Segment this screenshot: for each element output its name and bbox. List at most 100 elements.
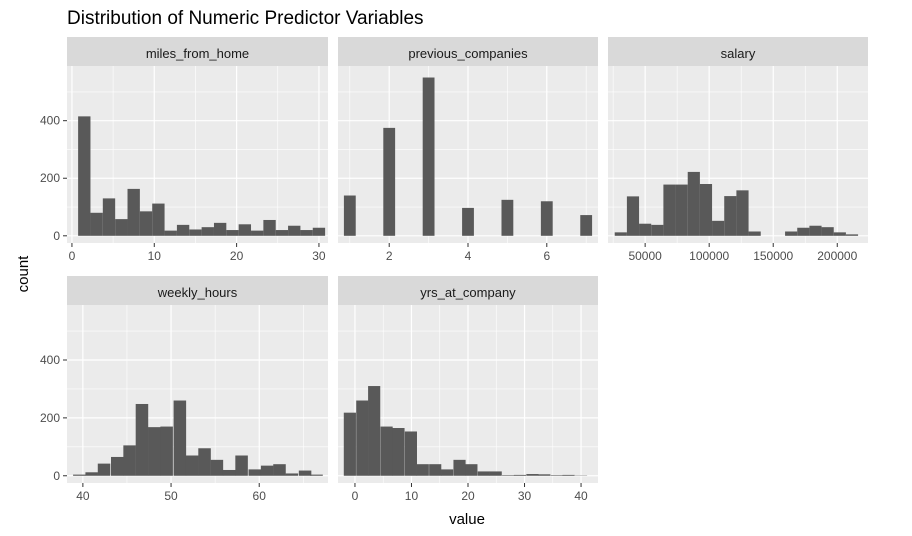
y-axis-title: count [15,255,32,293]
histogram-bar [526,474,539,476]
histogram-bar [310,474,323,476]
histogram-bar [164,230,177,236]
histogram-bar [288,225,301,236]
histogram-bar [441,469,454,476]
y-tick-label: 400 [40,353,60,367]
histogram-bar [477,471,490,476]
histogram-bar [489,471,502,476]
histogram-bar [173,400,187,476]
x-axis-title: value [449,511,485,528]
histogram-bar [123,445,136,476]
y-tick-label: 400 [40,114,60,128]
y-tick-label: 200 [40,411,60,425]
histogram-bar [248,469,262,476]
histogram-bar [213,222,227,236]
histogram-bar [90,212,103,236]
facet-panel-yrs-at-company: yrs_at_company 0 10 20 30 40 [338,276,598,503]
histogram-bar [300,230,313,236]
facet-strip [338,37,598,66]
histogram-bar [429,464,442,476]
histogram-bar [73,474,86,476]
histogram-bar [263,219,276,236]
y-tick-label: 200 [40,171,60,185]
y-tick-label: 0 [53,229,60,243]
facet-strip-label: salary [721,46,756,61]
histogram-bar [356,400,369,476]
histogram-bar [785,231,798,236]
histogram-bar [368,386,381,476]
x-tick-label: 20 [230,249,244,263]
histogram-bar [614,232,627,236]
facet-panel-weekly-hours: weekly_hours 40 50 60 0 200 400 [40,276,328,503]
histogram-bar [540,201,553,236]
histogram-bar [226,230,239,236]
histogram-bar [392,428,405,476]
facet-strip-label: previous_companies [408,46,528,61]
x-tick-label: 30 [312,249,326,263]
chart-title: Distribution of Numeric Predictor Variab… [67,8,424,29]
histogram-bar [97,463,111,476]
histogram-bar [809,225,822,236]
histogram-bar [78,116,91,236]
histogram-bar [275,230,289,236]
histogram-bar [538,474,551,476]
x-tick-label: 6 [543,249,550,263]
x-tick-label: 50 [164,489,178,503]
histogram-bar [845,234,859,236]
histogram-bar [343,412,356,476]
histogram-bar [465,464,478,476]
x-tick-label: 10 [148,249,162,263]
x-tick-label: 10 [405,489,419,503]
x-tick-label: 20 [461,489,475,503]
histogram-bar [110,456,124,476]
histogram-bar [127,188,140,236]
facet-panel-miles-from-home: miles_from_home 0 10 20 30 0 200 400 [40,37,328,263]
histogram-bar [513,474,527,476]
histogram-bar [189,229,202,236]
x-tick-label: 0 [352,489,359,503]
histogram-bar [285,473,299,476]
histogram-bar [152,203,165,236]
histogram-bar [639,223,652,236]
histogram-bar [238,224,252,236]
histogram-bar [687,171,700,236]
histogram-bar [404,431,417,476]
histogram-bar [102,198,116,236]
facet-strip-label: miles_from_home [146,46,249,61]
histogram-bar [797,227,810,236]
histogram-bar [201,227,214,236]
x-tick-label: 40 [574,489,588,503]
facet-strip [67,37,328,66]
x-tick-label: 50000 [628,249,662,263]
histogram-bar [748,231,761,236]
histogram-bar [580,215,593,236]
facet-strip-label: weekly_hours [157,285,238,300]
histogram-bar [550,475,563,476]
histogram-bar [712,220,725,236]
histogram-bar [273,464,286,476]
histogram-bar [821,227,834,236]
x-tick-label: 2 [386,249,393,263]
histogram-bar [462,207,474,236]
histogram-bar [176,224,190,236]
facet-panel-previous-companies: previous_companies 2 4 6 [338,37,598,263]
histogram-bar [383,127,396,236]
histogram-bar [699,184,713,236]
histogram-bar [251,230,264,236]
histogram-bar [115,219,128,236]
histogram-bar [139,211,153,236]
histogram-bar [160,426,173,476]
histogram-bar [312,227,326,236]
histogram-bar [380,426,393,476]
histogram-bar [85,472,98,476]
panel-background [67,305,328,483]
x-tick-label: 0 [69,249,76,263]
histogram-bar [833,232,846,236]
histogram-bar [298,470,312,476]
x-tick-label: 40 [76,489,90,503]
histogram-bar [260,465,274,476]
histogram-bar [198,448,211,476]
histogram-bar [422,77,435,236]
facet-strip [67,276,328,305]
